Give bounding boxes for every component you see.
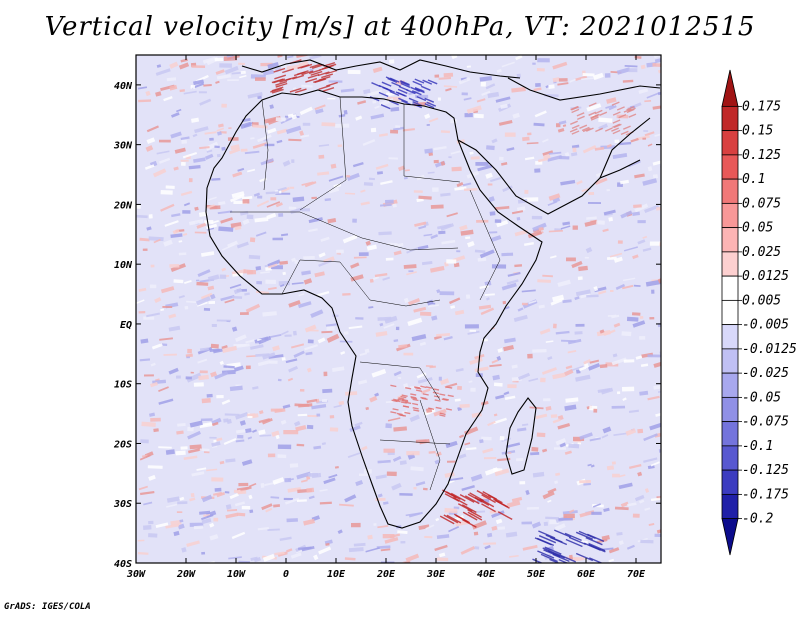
colorbar-segment <box>721 421 739 447</box>
colorbar-label: -0.1 <box>742 439 773 454</box>
lon-tick-label: 50E <box>527 569 546 580</box>
lat-tick-label: 20S <box>113 439 132 450</box>
colorbar-label: 0.125 <box>742 148 781 163</box>
colorbar-label: 0.005 <box>742 293 781 308</box>
colorbar-segment <box>721 348 739 374</box>
coastlines <box>205 59 661 529</box>
colorbar-segment <box>721 105 739 132</box>
colorbar-label: 0.175 <box>742 99 781 114</box>
lat-tick-label: 10N <box>114 260 133 271</box>
lon-tick-label: 30E <box>426 569 446 580</box>
lon-tick-label: 60E <box>577 569 596 580</box>
colorbar-segment-top <box>721 69 739 107</box>
colorbar-label: 0.025 <box>742 245 781 260</box>
colorbar-segment <box>721 227 739 253</box>
colorbar-segment <box>721 493 739 520</box>
colorbar-segment <box>721 154 739 180</box>
lat-tick-label: 40S <box>114 559 132 570</box>
colorbar-label: 0.075 <box>742 196 781 211</box>
country-borders <box>230 96 501 491</box>
lon-tick-label: 10E <box>327 569 346 580</box>
colorbar-segment <box>721 469 739 495</box>
lat-tick-label: 30N <box>113 141 133 152</box>
colorbar-label: -0.005 <box>742 318 789 333</box>
lat-tick-label: 40N <box>114 81 133 92</box>
colorbar-label: 0.1 <box>742 172 765 187</box>
colorbar-label: 0.05 <box>742 221 773 236</box>
colorbar-label: -0.2 <box>742 512 773 527</box>
credit-label: GrADS: IGES/COLA <box>4 602 91 612</box>
colorbar-segment <box>721 445 739 471</box>
lon-tick-label: 40E <box>477 569 496 580</box>
colorbar-segment <box>721 299 739 326</box>
lon-tick-label: 20E <box>376 569 396 580</box>
colorbar-segment <box>721 372 739 398</box>
colorbar-segment <box>721 275 739 301</box>
colorbar-segment <box>721 178 739 204</box>
map-field <box>136 55 661 563</box>
colorbar-label: 0.0125 <box>742 269 789 284</box>
lon-tick-label: 10W <box>227 569 246 580</box>
lon-tick-label: 0 <box>283 569 289 580</box>
colorbar-label: -0.0125 <box>742 342 797 357</box>
map-frame <box>135 54 662 564</box>
colorbar-segment <box>721 130 739 156</box>
colorbar-label: -0.175 <box>742 487 789 502</box>
colorbar-label: 0.15 <box>742 124 773 139</box>
chart-title: Vertical velocity [m/s] at 400hPa, VT: 2… <box>44 12 756 42</box>
colorbar-label: -0.075 <box>742 415 789 430</box>
lat-tick-label: 30S <box>113 499 132 510</box>
colorbar-label: -0.025 <box>742 366 789 381</box>
lon-tick-label: 70E <box>627 569 646 580</box>
lat-tick-label: 20N <box>113 200 133 211</box>
colorbar-segment <box>721 324 739 350</box>
axis-ticks: 30W 20W 10W 0 10E 20E 30E 40E 50E 60E 70E 40N 30N 20N… <box>113 55 661 580</box>
colorbar-segment <box>721 396 739 423</box>
colorbar-segment <box>721 202 739 229</box>
colorbar: 0.175 0.15 0.125 0.1 0.075 0.05 0.025 0.0125 0.0… <box>721 69 797 556</box>
colorbar-segment <box>721 251 739 277</box>
colorbar-label: -0.05 <box>742 390 781 405</box>
lon-tick-label: 30W <box>126 569 146 580</box>
colorbar-label: -0.125 <box>742 463 789 478</box>
colorbar-segment-bottom <box>721 518 739 556</box>
lon-tick-label: 20W <box>176 569 196 580</box>
lat-tick-label: 10S <box>114 380 132 391</box>
lat-tick-label: EQ <box>120 320 132 331</box>
